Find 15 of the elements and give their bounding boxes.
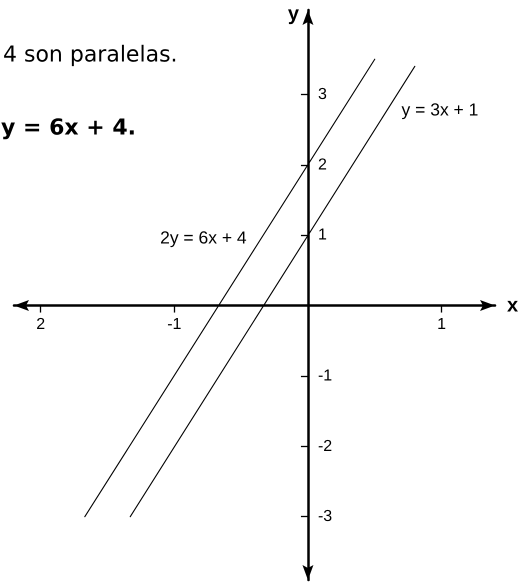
y-tick-label: 2 — [318, 156, 327, 174]
x-axis-title: x — [507, 294, 518, 317]
y-tick-label: 3 — [318, 86, 327, 103]
series-label: 2y = 6x + 4 — [160, 228, 247, 248]
y-tick-label: -2 — [318, 438, 332, 455]
x-tick-label: 2 — [36, 316, 46, 334]
annotation: 4 son paralelas. — [3, 42, 178, 68]
series-label: y = 3x + 1 — [402, 100, 478, 120]
x-tick-label: 1 — [437, 316, 446, 334]
y-axis-title: y — [288, 3, 300, 25]
y-tick-label: 1 — [318, 226, 327, 244]
annotation: y = 6x + 4. — [1, 116, 136, 140]
y-tick-label: -3 — [318, 508, 332, 526]
y-tick-label: -1 — [318, 367, 332, 384]
x-tick-label: -1 — [167, 316, 182, 334]
